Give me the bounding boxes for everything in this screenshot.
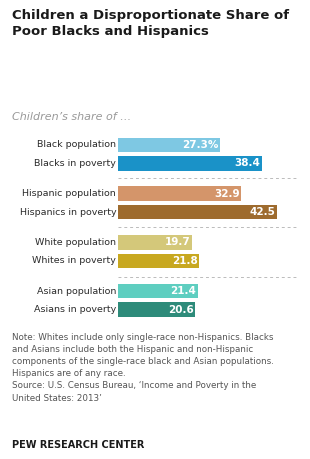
Text: Children a Disproportionate Share of
Poor Blacks and Hispanics: Children a Disproportionate Share of Poo… bbox=[12, 9, 290, 38]
Text: 27.3%: 27.3% bbox=[182, 140, 219, 150]
Text: Asian population: Asian population bbox=[37, 286, 116, 296]
Text: Whites in poverty: Whites in poverty bbox=[32, 257, 116, 265]
Text: Hispanic population: Hispanic population bbox=[23, 189, 116, 198]
Text: Asians in poverty: Asians in poverty bbox=[34, 305, 116, 314]
Text: Children’s share of …: Children’s share of … bbox=[12, 112, 132, 123]
Text: Black population: Black population bbox=[37, 140, 116, 149]
Text: 21.8: 21.8 bbox=[172, 256, 198, 266]
Bar bbox=[118, 284, 198, 298]
Bar bbox=[118, 138, 220, 152]
Bar bbox=[118, 156, 262, 171]
Bar bbox=[118, 235, 192, 250]
Bar bbox=[118, 186, 241, 201]
Bar bbox=[118, 302, 195, 317]
Text: PEW RESEARCH CENTER: PEW RESEARCH CENTER bbox=[12, 440, 145, 450]
Text: 42.5: 42.5 bbox=[250, 207, 276, 217]
Text: 20.6: 20.6 bbox=[168, 305, 193, 315]
Text: Note: Whites include only single-race non-Hispanics. Blacks
and Asians include b: Note: Whites include only single-race no… bbox=[12, 333, 274, 403]
Bar bbox=[118, 205, 277, 219]
Bar bbox=[118, 254, 199, 268]
Text: 19.7: 19.7 bbox=[164, 237, 190, 247]
Text: Hispanics in poverty: Hispanics in poverty bbox=[20, 207, 116, 217]
Text: 32.9: 32.9 bbox=[214, 189, 240, 199]
Text: White population: White population bbox=[35, 238, 116, 247]
Text: 21.4: 21.4 bbox=[170, 286, 197, 296]
Text: 38.4: 38.4 bbox=[234, 158, 260, 168]
Text: Blacks in poverty: Blacks in poverty bbox=[34, 159, 116, 168]
